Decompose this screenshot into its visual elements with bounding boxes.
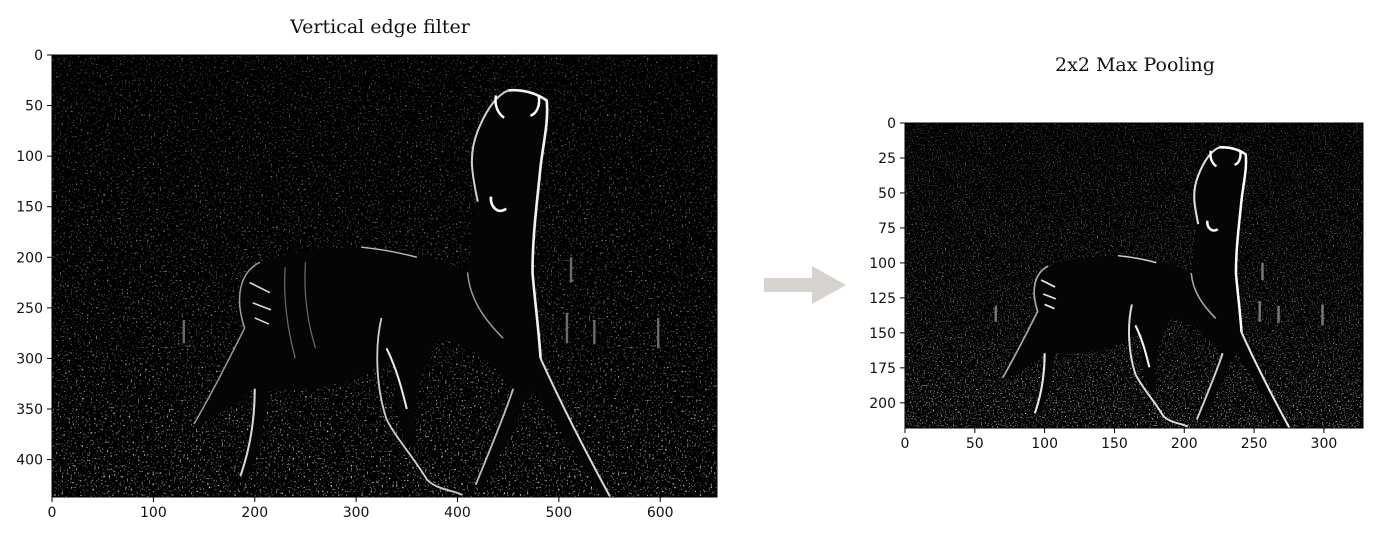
- right-y-tick-label: 125: [869, 291, 896, 307]
- right-y-tick-label: 50: [878, 186, 896, 202]
- right-x-tick-label: 100: [1031, 436, 1058, 452]
- left-y-tick-label: 400: [16, 453, 43, 469]
- left-x-tick-label: 0: [48, 505, 57, 521]
- left-y-axis: 0 50 100 150 200 250 300 350 400: [16, 48, 52, 469]
- left-horse: [182, 88, 660, 497]
- left-x-tick-label: 600: [647, 505, 674, 521]
- right-x-axis: 0 50 100 150 200 250 300: [901, 428, 1338, 452]
- right-y-tick-label: 0: [887, 116, 896, 132]
- left-y-tick-label: 50: [25, 99, 43, 115]
- transform-arrow: [764, 266, 846, 304]
- right-horse: [994, 146, 1324, 428]
- right-chart-title: 2x2 Max Pooling: [1055, 54, 1215, 76]
- arrow-shaft: [764, 278, 816, 292]
- left-y-tick-label: 100: [16, 149, 43, 165]
- right-x-tick-label: 250: [1241, 436, 1268, 452]
- left-x-tick-label: 500: [545, 505, 572, 521]
- right-plot-frame: [904, 122, 1364, 429]
- left-x-tick-label: 200: [241, 505, 268, 521]
- right-x-tick-label: 50: [966, 436, 984, 452]
- left-x-tick-label: 300: [343, 505, 370, 521]
- arrow-head: [812, 266, 846, 304]
- right-x-tick-label: 200: [1171, 436, 1198, 452]
- left-x-axis: 0 100 200 300 400 500 600: [48, 497, 674, 521]
- left-y-tick-label: 300: [16, 351, 43, 367]
- left-y-tick-label: 200: [16, 250, 43, 266]
- right-y-tick-label: 150: [869, 326, 896, 342]
- left-heatmap: [52, 55, 717, 497]
- right-y-tick-label: 100: [869, 256, 896, 272]
- right-y-tick-label: 25: [878, 151, 896, 167]
- right-x-tick-label: 300: [1311, 436, 1338, 452]
- right-y-tick-label: 175: [869, 361, 896, 377]
- left-chart-title: Vertical edge filter: [289, 16, 471, 38]
- left-plot-frame: [51, 54, 718, 498]
- right-x-tick-label: 150: [1101, 436, 1128, 452]
- left-y-tick-label: 350: [16, 402, 43, 418]
- left-y-tick-label: 250: [16, 301, 43, 317]
- left-y-tick-label: 0: [34, 48, 43, 64]
- right-y-axis: 0 25 50 75 100 125 150 175 200: [869, 116, 905, 412]
- right-heatmap: [905, 123, 1363, 428]
- left-x-tick-label: 400: [444, 505, 471, 521]
- right-y-tick-label: 200: [869, 396, 896, 412]
- right-x-tick-label: 0: [901, 436, 910, 452]
- left-y-tick-label: 150: [16, 200, 43, 216]
- right-y-tick-label: 75: [878, 221, 896, 237]
- left-x-tick-label: 100: [140, 505, 167, 521]
